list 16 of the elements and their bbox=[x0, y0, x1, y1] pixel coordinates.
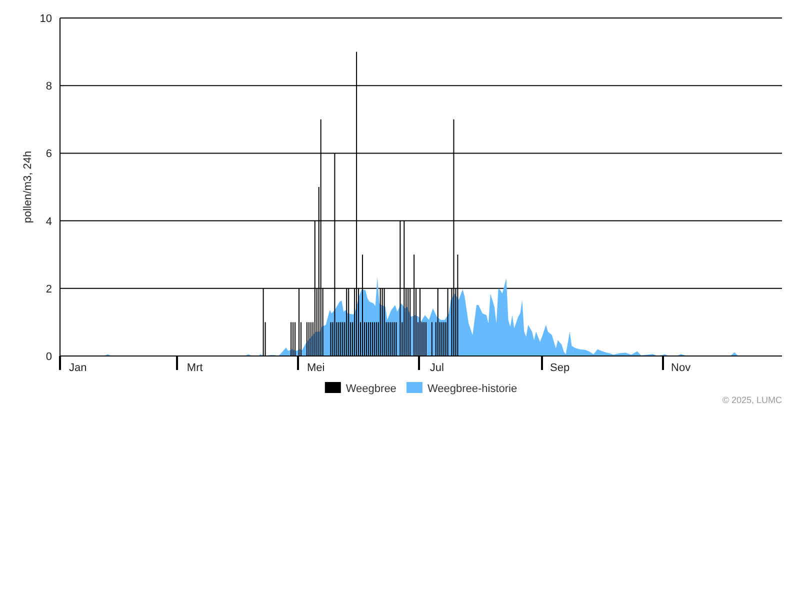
x-tick-label: Nov bbox=[671, 362, 692, 374]
legend-label: Weegbree bbox=[346, 383, 396, 395]
y-tick-label: 4 bbox=[46, 216, 52, 228]
x-tick-label: Mei bbox=[307, 362, 325, 374]
y-tick-label: 2 bbox=[46, 283, 52, 296]
x-tick-label: Sep bbox=[550, 362, 570, 374]
y-tick-label: 8 bbox=[46, 80, 52, 93]
y-tick-label: 0 bbox=[46, 351, 52, 363]
legend-label: Weegbree-historie bbox=[427, 383, 518, 395]
y-axis-title: pollen/m3, 24h bbox=[22, 150, 34, 224]
y-tick-label: 10 bbox=[40, 13, 52, 25]
x-tick-label: Jul bbox=[430, 362, 444, 374]
text: © 2025, LUMC bbox=[722, 395, 782, 405]
x-tick-label: Jan bbox=[68, 362, 87, 374]
y-tick-label: 6 bbox=[46, 148, 52, 160]
x-tick-label: Mrt bbox=[186, 362, 203, 374]
